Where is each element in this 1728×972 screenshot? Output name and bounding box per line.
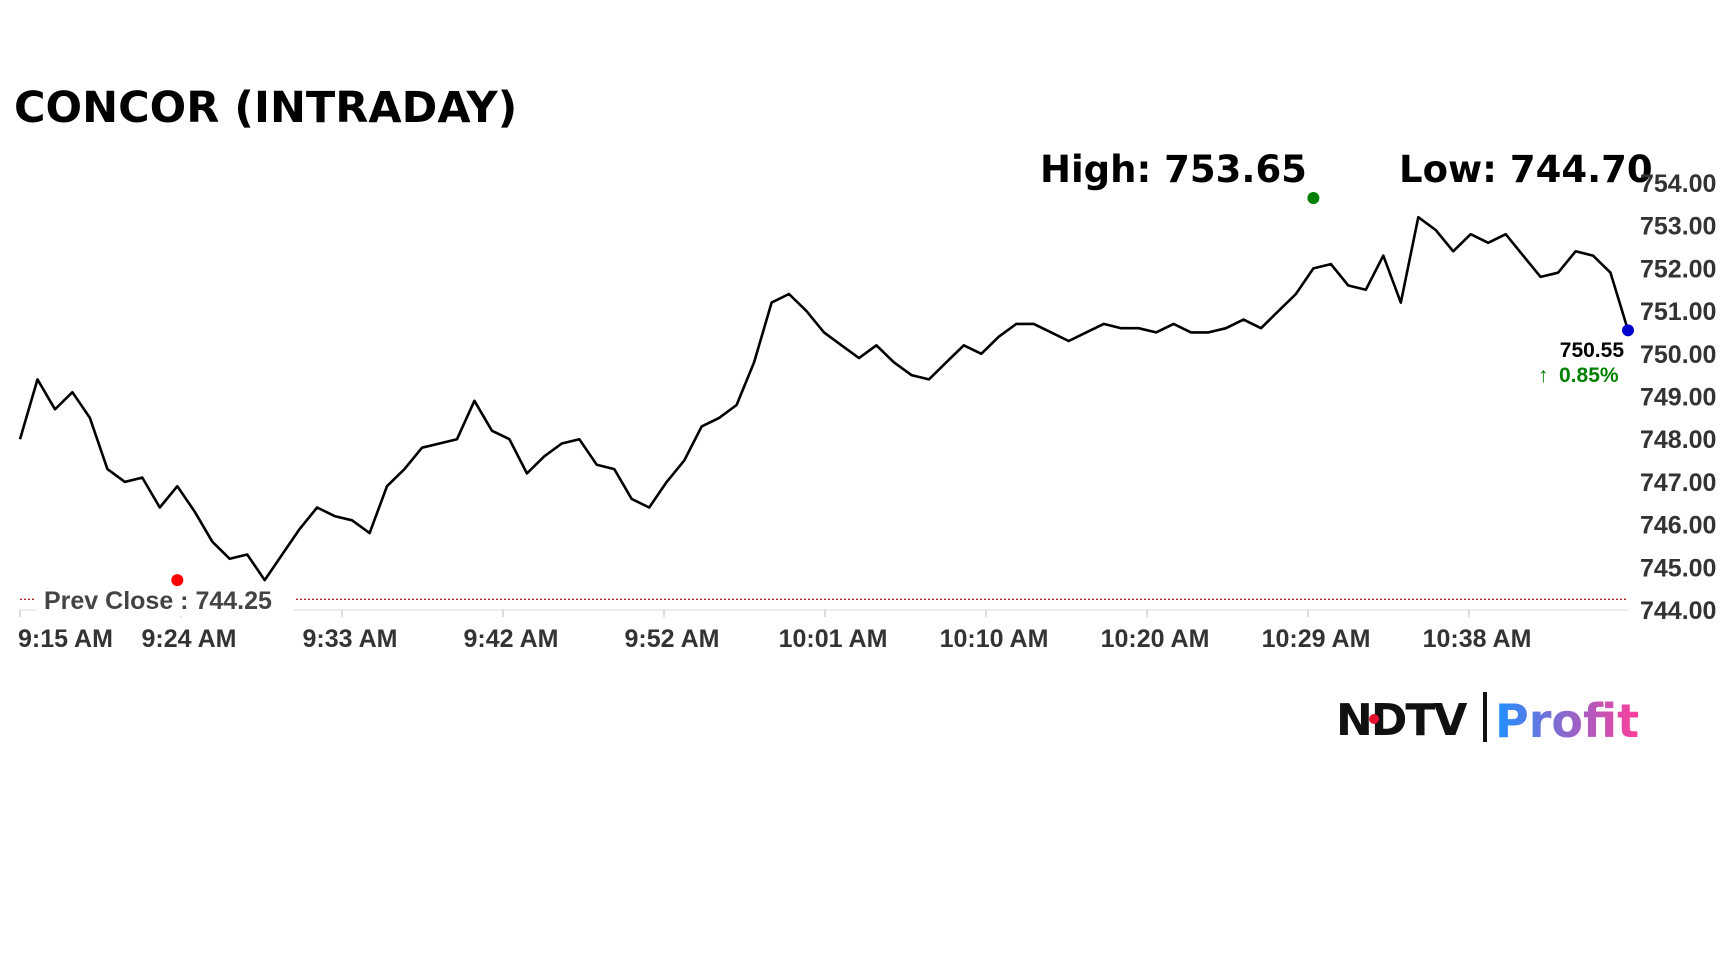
x-tick-label: 10:38 AM bbox=[1423, 625, 1532, 653]
x-tick-label: 10:01 AM bbox=[779, 625, 888, 653]
chart-title: CONCOR (INTRADAY) bbox=[14, 83, 517, 133]
logo-ndtv-text: NDTV bbox=[1336, 695, 1467, 746]
x-tick-label: 9:52 AM bbox=[625, 625, 720, 653]
y-tick-label: 752.00 bbox=[1640, 255, 1716, 283]
y-tick-label: 748.00 bbox=[1640, 426, 1716, 454]
y-tick-label: 746.00 bbox=[1640, 512, 1716, 540]
x-tick-label: 10:20 AM bbox=[1101, 625, 1210, 653]
x-tick-label: 10:29 AM bbox=[1262, 625, 1371, 653]
price-series-line bbox=[18, 215, 1630, 582]
x-tick-label: 10:10 AM bbox=[940, 625, 1049, 653]
x-tick-label: 9:15 AM bbox=[18, 625, 113, 653]
prev-close-label: Prev Close : 744.25 bbox=[44, 587, 272, 615]
y-tick-label: 751.00 bbox=[1640, 298, 1716, 326]
x-tick-label: 9:33 AM bbox=[303, 625, 398, 653]
x-axis: 9:15 AM 9:24 AM 9:33 AM 9:42 AM 9:52 AM 10:01… bbox=[18, 609, 1628, 653]
y-tick-label: 749.00 bbox=[1640, 384, 1716, 412]
high-label: High: 753.65 bbox=[1040, 148, 1307, 191]
y-tick-label: 747.00 bbox=[1640, 469, 1716, 497]
high-point-marker bbox=[1307, 191, 1320, 204]
last-price-label: 750.55 bbox=[1560, 339, 1625, 362]
x-tick-label: 9:24 AM bbox=[142, 625, 237, 653]
last-price-marker bbox=[1622, 324, 1634, 337]
y-tick-label: 753.00 bbox=[1640, 213, 1716, 241]
change-percent-label: 0.85% bbox=[1559, 364, 1619, 387]
low-label: Low: 744.70 bbox=[1399, 148, 1653, 191]
y-tick-label: 744.00 bbox=[1640, 597, 1716, 625]
y-tick-label: 745.00 bbox=[1640, 554, 1716, 582]
y-tick-label: 750.00 bbox=[1640, 341, 1716, 369]
ndtv-profit-logo: NDTV Profit bbox=[1336, 692, 1639, 748]
prev-close-label-bg bbox=[36, 582, 294, 616]
y-axis: 754.00 753.00 752.00 751.00 750.00 749.00 748.… bbox=[1640, 170, 1716, 625]
logo-profit-text: Profit bbox=[1495, 694, 1639, 748]
change-arrow: ↑ bbox=[1538, 364, 1549, 387]
low-point-marker bbox=[171, 574, 184, 587]
x-tick-label: 9:42 AM bbox=[464, 625, 559, 653]
y-tick-label: 754.00 bbox=[1640, 170, 1716, 198]
logo-red-dot bbox=[1369, 714, 1379, 724]
logo-divider bbox=[1483, 692, 1487, 742]
